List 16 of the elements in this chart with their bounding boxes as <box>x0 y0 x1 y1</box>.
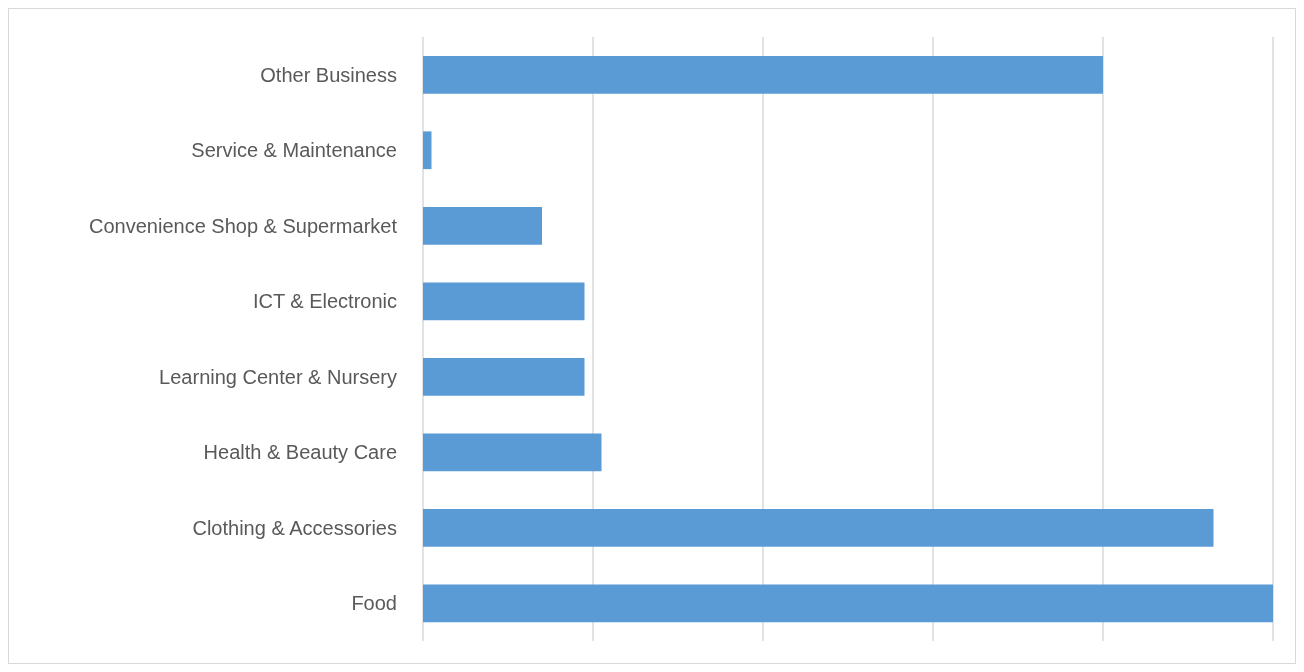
bar <box>423 508 1214 547</box>
y-tick-label: Other Business <box>260 63 397 86</box>
y-tick-label: Learning Center & Nursery <box>159 365 397 388</box>
bar <box>423 55 1103 94</box>
bar <box>423 206 542 245</box>
y-tick-label: Health & Beauty Care <box>203 441 397 464</box>
bar <box>423 433 602 472</box>
bar <box>423 584 1273 623</box>
y-tick-label: Clothing & Accessories <box>192 516 397 539</box>
y-tick-label: Service & Maintenance <box>191 139 397 162</box>
bar <box>423 357 585 396</box>
y-tick-label: ICT & Electronic <box>252 290 397 313</box>
y-tick-label: Convenience Shop & Supermarket <box>89 214 398 237</box>
bar <box>423 282 585 321</box>
y-tick-label: Food <box>351 592 397 615</box>
bar <box>423 131 432 170</box>
